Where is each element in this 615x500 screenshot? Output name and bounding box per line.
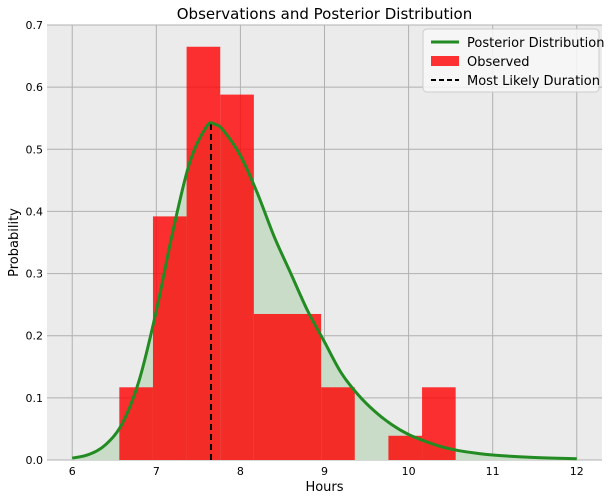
y-tick-label: 0.0: [26, 454, 44, 467]
y-axis-label: Probability: [7, 208, 22, 277]
x-tick-label: 7: [153, 465, 160, 478]
legend-label: Observed: [467, 55, 530, 70]
y-tick-label: 0.6: [26, 81, 44, 94]
observed-bar: [287, 313, 322, 460]
legend: Posterior Distribution Observed Most Likel…: [422, 28, 604, 93]
observed-bar: [253, 313, 288, 460]
legend-label: Posterior Distribution: [467, 36, 604, 51]
observed-bar: [186, 46, 221, 460]
x-tick-label: 9: [321, 465, 328, 478]
y-tick-label: 0.5: [26, 143, 44, 156]
observed-bar: [220, 94, 254, 460]
x-tick-labels: 6 7 8 9 10 11 12: [69, 465, 584, 478]
chart-title: Observations and Posterior Distribution: [177, 5, 472, 23]
y-tick-label: 0.2: [26, 330, 44, 343]
observed-bar: [321, 387, 355, 460]
posterior-curve: [71, 121, 577, 461]
legend-observed-swatch: [431, 56, 459, 66]
observed-bar: [152, 216, 187, 460]
observed-bars: [119, 46, 456, 460]
x-tick-label: 10: [402, 465, 416, 478]
x-tick-label: 6: [69, 465, 76, 478]
posterior-curve-layer: [71, 121, 577, 461]
x-tick-label: 12: [570, 465, 584, 478]
x-tick-label: 8: [237, 465, 244, 478]
legend-label: Most Likely Duration: [467, 74, 600, 89]
y-tick-labels: 0.0 0.1 0.2 0.3 0.4 0.5 0.6 0.7: [26, 19, 44, 467]
observed-bar: [119, 387, 153, 460]
y-tick-label: 0.3: [26, 268, 44, 281]
y-tick-label: 0.7: [26, 19, 44, 32]
observed-bar: [388, 435, 423, 460]
x-tick-label: 11: [486, 465, 500, 478]
x-axis-label: Hours: [305, 480, 343, 495]
y-tick-label: 0.4: [26, 205, 44, 218]
legend-box: [422, 28, 600, 93]
y-tick-label: 0.1: [26, 392, 44, 405]
